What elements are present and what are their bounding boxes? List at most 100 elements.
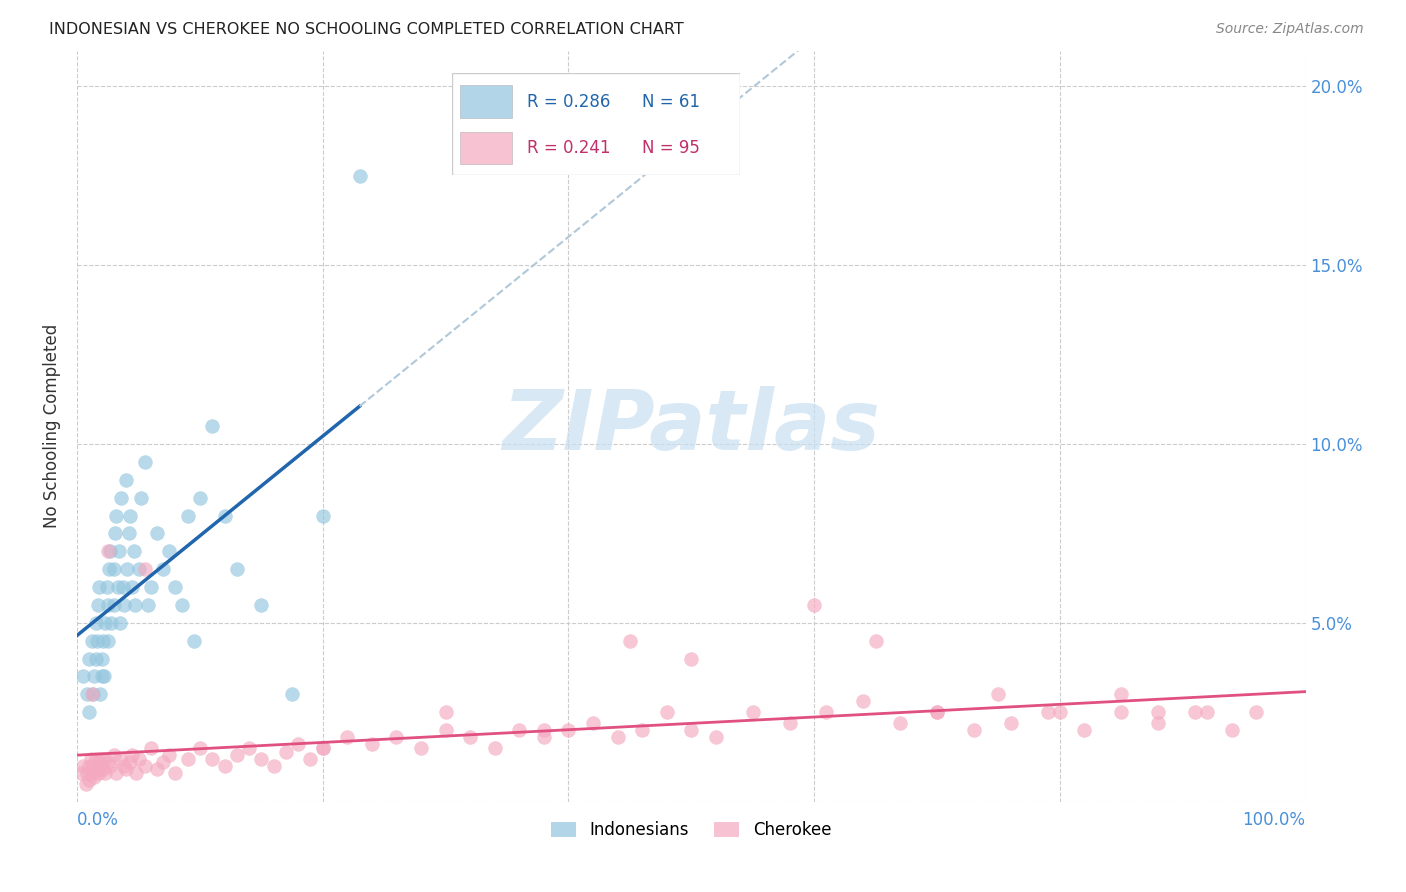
Point	[188, 491, 211, 505]
Point	[619, 633, 641, 648]
Point	[201, 419, 224, 434]
Point	[1220, 723, 1243, 737]
Point	[188, 740, 211, 755]
Point	[361, 737, 384, 751]
Point	[87, 759, 110, 773]
Point	[111, 580, 134, 594]
Point	[97, 598, 120, 612]
Point	[80, 687, 103, 701]
Point	[89, 687, 111, 701]
Point	[84, 651, 107, 665]
Point	[1109, 705, 1132, 719]
Point	[274, 745, 297, 759]
Point	[925, 705, 948, 719]
Point	[121, 748, 143, 763]
Point	[157, 544, 180, 558]
Point	[94, 615, 117, 630]
Point	[681, 723, 703, 737]
Point	[104, 526, 127, 541]
Point	[681, 651, 703, 665]
Point	[118, 526, 141, 541]
Point	[82, 759, 104, 773]
Point	[1147, 705, 1170, 719]
Point	[118, 756, 141, 770]
Point	[94, 766, 117, 780]
Point	[434, 705, 457, 719]
Point	[121, 580, 143, 594]
Point	[434, 723, 457, 737]
Point	[98, 759, 121, 773]
Point	[852, 694, 875, 708]
Point	[281, 687, 304, 701]
Point	[89, 580, 111, 594]
Point	[508, 723, 530, 737]
Text: 100.0%: 100.0%	[1243, 812, 1306, 830]
Point	[146, 526, 169, 541]
Point	[72, 759, 94, 773]
Point	[704, 730, 727, 744]
Point	[385, 730, 408, 744]
Point	[484, 740, 506, 755]
Point	[349, 169, 371, 183]
Point	[176, 508, 198, 523]
Point	[93, 752, 115, 766]
Point	[533, 723, 555, 737]
Point	[201, 752, 224, 766]
Point	[287, 737, 309, 751]
Point	[152, 756, 174, 770]
Point	[146, 763, 169, 777]
Point	[557, 723, 579, 737]
Point	[225, 562, 247, 576]
Point	[963, 723, 986, 737]
Point	[1184, 705, 1206, 719]
Point	[312, 740, 335, 755]
Point	[97, 633, 120, 648]
Point	[1246, 705, 1268, 719]
Point	[129, 491, 152, 505]
Point	[122, 544, 145, 558]
Point	[108, 752, 131, 766]
Point	[110, 491, 132, 505]
Point	[96, 580, 118, 594]
Point	[889, 715, 911, 730]
Point	[779, 715, 801, 730]
Point	[183, 633, 205, 648]
Point	[987, 687, 1010, 701]
Point	[1049, 705, 1071, 719]
Point	[112, 759, 135, 773]
Point	[815, 705, 838, 719]
Point	[250, 598, 273, 612]
Point	[925, 705, 948, 719]
Point	[105, 766, 128, 780]
Point	[84, 615, 107, 630]
Point	[336, 730, 359, 744]
Point	[139, 740, 162, 755]
Point	[176, 752, 198, 766]
Point	[115, 473, 138, 487]
Point	[1147, 715, 1170, 730]
Legend: Indonesians, Cherokee: Indonesians, Cherokee	[544, 814, 838, 846]
Point	[91, 763, 114, 777]
Point	[1073, 723, 1095, 737]
Point	[1197, 705, 1219, 719]
Point	[631, 723, 654, 737]
Point	[97, 756, 120, 770]
Point	[409, 740, 432, 755]
Point	[1036, 705, 1059, 719]
Point	[115, 763, 138, 777]
Point	[741, 705, 763, 719]
Point	[89, 752, 111, 766]
Point	[79, 752, 101, 766]
Point	[98, 544, 121, 558]
Point	[124, 598, 146, 612]
Point	[79, 759, 101, 773]
Point	[117, 562, 139, 576]
Point	[458, 730, 481, 744]
Point	[80, 766, 103, 780]
Point	[97, 544, 120, 558]
Point	[138, 598, 160, 612]
Point	[90, 651, 112, 665]
Point	[86, 633, 108, 648]
Point	[79, 651, 101, 665]
Point	[125, 766, 148, 780]
